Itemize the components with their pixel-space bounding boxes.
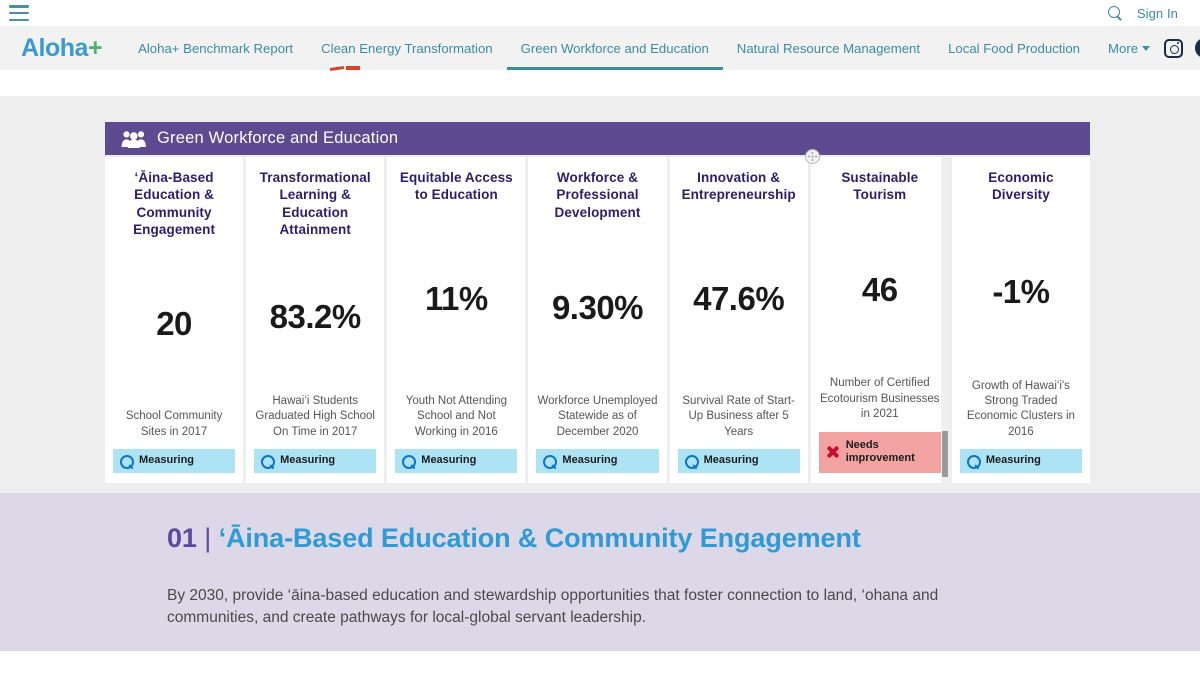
nav-item-local-food[interactable]: Local Food Production — [934, 26, 1094, 70]
logo-plus: + — [87, 33, 103, 62]
people-group-icon — [121, 130, 147, 148]
card-title: Economic Diversity — [988, 170, 1054, 203]
card-value: -1% — [992, 272, 1050, 310]
nav-label: More — [1108, 40, 1139, 56]
magnifier-icon — [120, 454, 134, 469]
magnifier-icon — [684, 454, 699, 469]
card-description: Number of Certified Ecotourism Businesse… — [820, 377, 940, 421]
card-title: Innovation & Entrepreneurship — [681, 170, 796, 203]
goal-title-text: ‘Āina-Based Education & Community Engage… — [218, 523, 861, 553]
metric-card-economic-diversity[interactable]: Economic Diversity -1% Growth of Hawai‘i… — [951, 157, 1090, 483]
hamburger-icon[interactable] — [9, 5, 29, 21]
nav-item-natural-resource[interactable]: Natural Resource Management — [723, 26, 934, 70]
card-description: Growth of Hawai‘i's Strong Traded Econom… — [966, 379, 1075, 438]
dashboard-title: Green Workforce and Education — [157, 129, 399, 147]
card-title: Sustainable Tourism — [841, 170, 919, 203]
metric-card-aina-based-education[interactable]: ‘Āina-Based Education & Community Engage… — [105, 157, 244, 483]
card-description: Hawai‘i Students Graduated High School O… — [255, 395, 375, 438]
nav-item-clean-energy[interactable]: Clean Energy Transformation — [307, 26, 507, 70]
nav-label: Clean Energy Transformation — [321, 40, 493, 56]
status-badge-label: Measuring — [421, 454, 477, 467]
decorative-red-mark — [330, 64, 360, 72]
status-badge-label: Measuring — [139, 454, 195, 467]
utility-bar-right: Sign In — [1107, 5, 1178, 21]
nav-item-more[interactable]: More — [1094, 26, 1164, 70]
status-badge[interactable]: Measuring — [113, 449, 236, 473]
social-links: f — [1164, 38, 1200, 58]
status-badge-label: Measuring — [562, 454, 618, 467]
status-badge-label: Measuring — [280, 454, 336, 467]
goal-separator: | — [196, 523, 219, 553]
instagram-icon[interactable] — [1164, 38, 1184, 58]
status-badge-label: Measuring — [703, 454, 759, 467]
goal-number: 01 — [167, 523, 197, 553]
metric-card-equitable-access[interactable]: Equitable Access to Education 11% Youth … — [387, 157, 526, 483]
status-badge[interactable]: Measuring — [254, 449, 377, 473]
logo-text: Aloha — [21, 33, 88, 62]
card-value: 47.6% — [693, 280, 785, 318]
nav-item-benchmark-report[interactable]: Aloha+ Benchmark Report — [124, 26, 307, 70]
card-title: Workforce & Professional Development — [554, 170, 641, 220]
status-badge[interactable]: Measuring — [536, 449, 659, 474]
nav-label: Aloha+ Benchmark Report — [138, 40, 294, 56]
metric-card-innovation-entrepreneurship[interactable]: Innovation & Entrepreneurship 47.6% Surv… — [669, 149, 820, 483]
card-scrollbar-thumb[interactable] — [941, 431, 948, 477]
card-value: 20 — [156, 305, 192, 343]
nav-links: Aloha+ Benchmark Report Clean Energy Tra… — [124, 26, 1164, 70]
card-value: 46 — [861, 271, 898, 309]
metric-card-workforce-development[interactable]: Workforce & Professional Development 9.3… — [528, 157, 667, 483]
card-description: Survival Rate of Start-Up Business after… — [682, 395, 795, 438]
facebook-icon[interactable]: f — [1195, 38, 1200, 58]
magnifier-icon — [261, 454, 276, 469]
card-title: ‘Āina-Based Education & Community Engage… — [133, 170, 216, 237]
goal-description: By 2030, provide ‘āina-based education a… — [167, 587, 939, 626]
card-value: 11% — [424, 280, 488, 318]
red-x-icon — [826, 445, 840, 459]
card-description: Workforce Unemployed Statewide as of Dec… — [537, 395, 658, 438]
chevron-down-icon — [1142, 45, 1151, 51]
card-title: Equitable Access to Education — [399, 170, 513, 203]
status-badge-label: Needs improvement — [845, 438, 915, 465]
card-scroll-track — [940, 157, 949, 483]
card-value: 9.30% — [551, 288, 644, 326]
nav-label: Local Food Production — [948, 40, 1081, 56]
magnifier-icon — [402, 454, 417, 469]
card-value: 83.2% — [269, 297, 362, 335]
magnifier-icon — [543, 454, 558, 469]
metric-card-transformational-learning[interactable]: Transformational Learning & Education At… — [246, 157, 385, 483]
nav-item-green-workforce[interactable]: Green Workforce and Education — [507, 26, 723, 70]
metric-card-row: ‘Āina-Based Education & Community Engage… — [105, 149, 1090, 483]
status-badge[interactable]: Measuring — [395, 449, 518, 473]
utility-bar: Sign In — [0, 0, 1200, 26]
card-description: Youth Not Attending School and Not Worki… — [405, 395, 507, 438]
goal-section: 01 | ‘Āina-Based Education & Community E… — [0, 493, 1200, 651]
status-badge-label: Measuring — [985, 454, 1041, 467]
status-badge[interactable]: Measuring — [677, 449, 800, 473]
status-badge[interactable]: Needs improvement — [818, 431, 941, 473]
move-handle-icon[interactable] — [804, 149, 820, 164]
card-title: Transformational Learning & Education At… — [259, 170, 371, 237]
metric-card-sustainable-tourism[interactable]: Sustainable Tourism 46 Number of Certifi… — [810, 157, 949, 483]
main-navigation: Aloha+ Aloha+ Benchmark Report Clean Ene… — [0, 26, 1200, 70]
magnifier-icon — [966, 454, 981, 469]
nav-label: Natural Resource Management — [736, 40, 921, 56]
sign-in-link[interactable]: Sign In — [1136, 5, 1178, 21]
status-badge[interactable]: Measuring — [959, 449, 1082, 473]
goal-heading: 01 | ‘Āina-Based Education & Community E… — [167, 523, 861, 554]
card-description: School Community Sites in 2017 — [125, 410, 223, 438]
nav-label: Green Workforce and Education — [520, 40, 709, 56]
dashboard-section-header: Green Workforce and Education — [105, 122, 1090, 155]
search-icon[interactable] — [1107, 5, 1123, 21]
site-logo[interactable]: Aloha+ — [21, 33, 103, 62]
